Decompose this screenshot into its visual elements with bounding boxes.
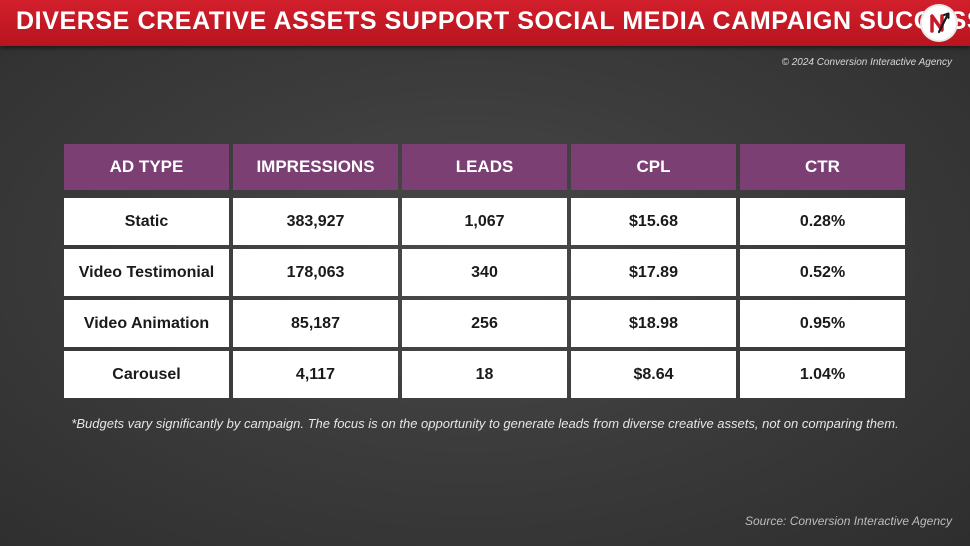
table-cell-leads: 18: [402, 351, 567, 398]
footnote: *Budgets vary significantly by campaign.…: [71, 416, 899, 431]
page-title: DIVERSE CREATIVE ASSETS SUPPORT SOCIAL M…: [16, 7, 970, 35]
title-bar: DIVERSE CREATIVE ASSETS SUPPORT SOCIAL M…: [0, 0, 970, 46]
copyright-text: © 2024 Conversion Interactive Agency: [781, 57, 952, 68]
table-cell-leads: 340: [402, 249, 567, 296]
table-cell-ad-type: Video Testimonial: [64, 249, 229, 296]
table-cell-cpl: $15.68: [571, 198, 736, 245]
table-cell-cpl: $17.89: [571, 249, 736, 296]
table-cell-impressions: 85,187: [233, 300, 398, 347]
table-cell-ctr: 0.95%: [740, 300, 905, 347]
brand-logo-icon: [922, 6, 956, 40]
table-cell-leads: 256: [402, 300, 567, 347]
table-cell-cpl: $18.98: [571, 300, 736, 347]
table-cell-impressions: 4,117: [233, 351, 398, 398]
source-note: Source: Conversion Interactive Agency: [745, 514, 952, 528]
table-cell-ad-type: Video Animation: [64, 300, 229, 347]
column-header-impressions: IMPRESSIONS: [233, 144, 398, 190]
table-cell-impressions: 178,063: [233, 249, 398, 296]
column-header-ad-type: AD TYPE: [64, 144, 229, 190]
table-cell-ad-type: Carousel: [64, 351, 229, 398]
table-cell-ad-type: Static: [64, 198, 229, 245]
column-header-leads: LEADS: [402, 144, 567, 190]
column-header-ctr: CTR: [740, 144, 905, 190]
table-cell-cpl: $8.64: [571, 351, 736, 398]
column-header-cpl: CPL: [571, 144, 736, 190]
table-cell-ctr: 1.04%: [740, 351, 905, 398]
table-cell-ctr: 0.28%: [740, 198, 905, 245]
table-cell-leads: 1,067: [402, 198, 567, 245]
table-cell-ctr: 0.52%: [740, 249, 905, 296]
data-table: AD TYPE IMPRESSIONS LEADS CPL CTR Static 383,9…: [64, 144, 905, 398]
table-cell-impressions: 383,927: [233, 198, 398, 245]
